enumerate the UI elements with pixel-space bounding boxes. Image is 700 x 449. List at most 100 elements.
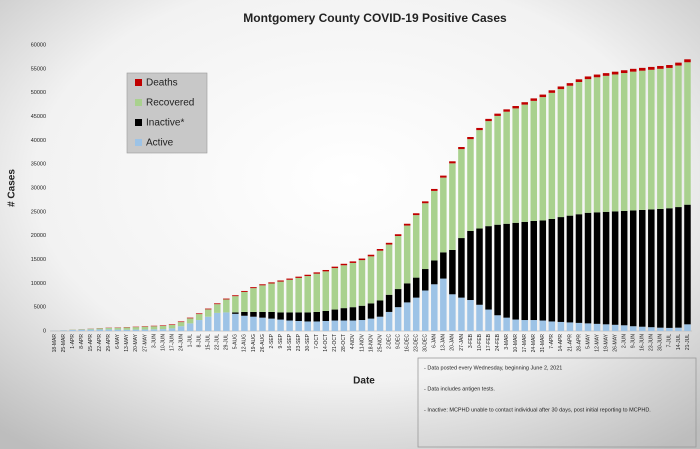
bar-segment <box>449 294 456 331</box>
bar-segment <box>611 324 619 331</box>
bar-segment <box>620 70 628 74</box>
x-tick-label: 1-APR <box>70 334 76 349</box>
x-tick-label: 17-FEB <box>486 333 492 351</box>
y-tick-label: 55000 <box>31 66 46 72</box>
bar-segment <box>241 311 248 316</box>
bar-segment <box>349 307 357 321</box>
y-tick-label: 5000 <box>34 305 46 311</box>
bar-segment <box>412 215 420 278</box>
bar-segment <box>78 329 85 331</box>
bar-segment <box>331 320 339 331</box>
bar-segment <box>602 211 610 325</box>
bar-segment <box>611 71 619 75</box>
bar-segment <box>593 323 601 331</box>
bar-segment <box>557 86 565 90</box>
legend-label: Deaths <box>146 78 178 89</box>
bar-segment <box>512 319 519 331</box>
bar-segment <box>331 309 339 321</box>
bar-segment <box>87 329 94 331</box>
bar-segment <box>340 265 348 309</box>
x-tick-label: 25-NOV <box>377 333 383 352</box>
bar-segment <box>385 294 393 312</box>
bar-segment <box>367 318 375 331</box>
bar-segment <box>340 308 348 321</box>
note: - Inactive: MCPHD unable to contact indi… <box>424 407 651 413</box>
bar-segment <box>286 312 293 321</box>
bar-segment <box>195 313 203 315</box>
bar-segment <box>385 242 393 245</box>
bar-segment <box>412 213 420 216</box>
legend-swatch <box>135 99 142 106</box>
bar-segment <box>204 316 212 331</box>
x-tick-label: 29-JUL <box>224 334 230 350</box>
bar-segment <box>458 147 465 150</box>
bar-segment <box>611 74 619 212</box>
bar-segment <box>304 274 311 277</box>
bar-segment <box>648 69 655 210</box>
bar-segment <box>458 297 465 331</box>
bar-segment <box>349 320 357 331</box>
bar-segment <box>521 102 528 105</box>
bar-segment <box>521 104 528 222</box>
bar-segment <box>666 67 673 209</box>
bar-segment <box>431 190 438 261</box>
bar-segment <box>376 300 384 317</box>
bar-segment <box>575 214 583 323</box>
bar-segment <box>232 313 239 331</box>
bar-segment <box>657 208 664 328</box>
bar-segment <box>431 260 438 285</box>
bar-segment <box>530 100 538 221</box>
x-axis-label: Date <box>353 376 375 387</box>
legend-swatch <box>135 119 142 126</box>
bar-segment <box>440 278 447 331</box>
x-tick-label: 18-MAR <box>52 334 58 353</box>
bar-segment <box>349 262 357 308</box>
bar-segment <box>295 312 302 321</box>
bar-segment <box>394 289 402 308</box>
x-tick-label: 18-NOV <box>368 333 374 352</box>
bar-segment <box>313 311 321 322</box>
bar-segment <box>494 224 501 316</box>
x-tick-label: 15-JUL <box>206 334 212 350</box>
bar-segment <box>295 276 302 278</box>
bar-segment <box>214 304 221 313</box>
x-tick-label: 21-OCT <box>332 334 338 352</box>
x-tick-label: 21-APR <box>567 334 573 352</box>
bar-segment <box>476 304 483 331</box>
bar-segment <box>440 252 447 279</box>
bar-segment <box>241 290 248 292</box>
bar-segment <box>232 295 239 297</box>
bar-segment <box>593 212 601 324</box>
y-tick-label: 30000 <box>31 185 46 191</box>
bar-segment <box>241 291 248 312</box>
bar-segment <box>485 118 492 122</box>
x-tick-label: 23-JUN <box>649 334 655 351</box>
bar-segment <box>195 314 203 321</box>
bar-segment <box>367 303 375 319</box>
y-tick-label: 50000 <box>31 90 46 96</box>
bar-segment <box>476 130 483 229</box>
x-tick-label: 2-SEP <box>269 333 275 348</box>
note: - Data posted every Wednesday, beginning… <box>424 365 562 371</box>
bar-segment <box>557 321 565 331</box>
bar-segment <box>530 98 538 101</box>
bar-segment <box>675 62 682 66</box>
bar-segment <box>186 318 194 324</box>
x-tick-label: 14-JUL <box>676 334 682 350</box>
bar-segment <box>458 149 465 239</box>
bar-segment <box>322 320 330 331</box>
x-tick-label: 30-DEC <box>423 334 429 352</box>
bar-segment <box>629 210 637 327</box>
bar-segment <box>629 68 637 72</box>
bar-segment <box>467 136 474 140</box>
bar-segment <box>485 309 492 331</box>
bar-segment <box>168 328 176 331</box>
x-tick-label: 6-MAY <box>115 333 121 349</box>
bar-segment <box>268 318 275 331</box>
legend-label: Active <box>146 138 174 149</box>
y-tick-label: 10000 <box>31 281 46 287</box>
bar-segment <box>458 238 465 298</box>
bar-segment <box>250 287 257 289</box>
